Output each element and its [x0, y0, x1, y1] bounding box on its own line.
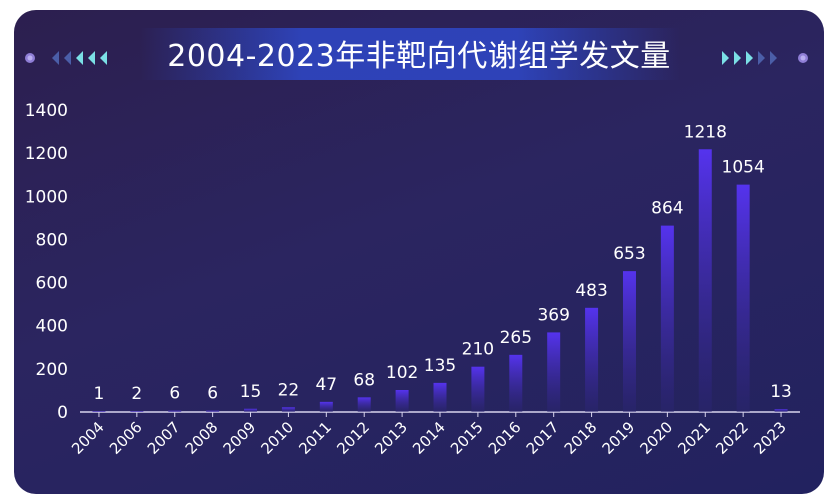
- x-tick-label-0: 2004: [68, 418, 108, 458]
- y-tick-label-3: 600: [36, 274, 68, 294]
- ornament-chevron-3: [88, 51, 95, 65]
- bar-2020: [660, 225, 674, 412]
- bar-2009: [244, 408, 258, 412]
- bar-2012: [357, 397, 371, 412]
- y-tick-label-5: 1000: [25, 187, 68, 207]
- bar-2014: [433, 382, 447, 412]
- x-tick-label-5: 2010: [258, 418, 298, 458]
- bar-2016: [509, 354, 523, 412]
- data-label-2019: 653: [613, 244, 645, 264]
- bar-2004: [92, 411, 106, 412]
- bar-2011: [319, 401, 333, 412]
- bar-2019: [622, 271, 636, 412]
- bar-2008: [206, 410, 220, 412]
- x-tick-label-8: 2013: [371, 418, 411, 458]
- data-label-2020: 864: [651, 199, 683, 219]
- ornament-chevron-3: [758, 51, 765, 65]
- bar-2021: [698, 149, 712, 412]
- data-label-2022: 1054: [722, 158, 765, 178]
- bar-2006: [130, 411, 144, 412]
- chart-card: [14, 10, 824, 494]
- y-tick-label-0: 0: [57, 403, 68, 423]
- data-label-2013: 102: [386, 363, 418, 383]
- data-label-2014: 135: [424, 356, 456, 376]
- x-tick-label-15: 2020: [636, 418, 676, 458]
- x-tick-label-16: 2021: [674, 418, 714, 458]
- data-label-2004: 1: [94, 384, 105, 404]
- data-label-2018: 483: [575, 281, 607, 301]
- ornament-chevron-4: [100, 51, 107, 65]
- data-label-2006: 2: [131, 384, 142, 404]
- x-tick-label-10: 2015: [447, 418, 487, 458]
- data-label-2023: 13: [770, 382, 792, 402]
- y-tick-label-6: 1200: [25, 144, 68, 164]
- bar-2015: [471, 366, 485, 412]
- x-tick-label-11: 2016: [485, 418, 525, 458]
- bar-2022: [736, 184, 750, 412]
- data-label-2009: 15: [240, 382, 262, 402]
- data-label-2010: 22: [278, 380, 300, 400]
- y-tick-label-4: 800: [36, 230, 68, 250]
- x-tick-label-14: 2019: [599, 418, 639, 458]
- bars: [92, 149, 788, 412]
- y-tick-label-2: 400: [36, 317, 68, 337]
- ornament-dot-center: [27, 55, 33, 61]
- bar-2010: [281, 407, 295, 412]
- ornament-dot-center: [800, 55, 806, 61]
- data-label-2021: 1218: [684, 122, 727, 142]
- ornament-chevron-0: [722, 51, 729, 65]
- data-label-2015: 210: [462, 340, 494, 360]
- x-tick-label-17: 2022: [712, 418, 752, 458]
- ornament-chevron-1: [64, 51, 71, 65]
- x-tick-label-9: 2014: [409, 418, 449, 458]
- data-label-2011: 47: [315, 375, 337, 395]
- data-label-2012: 68: [353, 370, 375, 390]
- y-axis: 0 200 400 600 800 1000 1200 1400: [25, 101, 68, 423]
- data-label-2016: 265: [500, 328, 532, 348]
- y-tick-label-7: 1400: [25, 101, 68, 121]
- ornament-chevron-1: [734, 51, 741, 65]
- x-tick-label-2: 2007: [144, 418, 184, 458]
- x-tick-label-12: 2017: [523, 418, 563, 458]
- x-tick-label-7: 2012: [333, 418, 373, 458]
- x-tick-label-6: 2011: [295, 418, 335, 458]
- x-tick-label-4: 2009: [220, 418, 260, 458]
- bar-2023: [774, 409, 788, 412]
- right-arrow-chevrons-icon: [722, 51, 808, 65]
- bar-2007: [168, 410, 182, 412]
- data-label-2008: 6: [207, 384, 218, 404]
- ornament-chevron-4: [770, 51, 777, 65]
- chart-title: 2004-2023年非靶向代谢组学发文量: [167, 39, 671, 74]
- ornament-chevron-2: [746, 51, 753, 65]
- x-tick-label-18: 2023: [750, 418, 790, 458]
- x-axis: 2004200620072008200920102011201220132014…: [68, 411, 800, 458]
- bar-2017: [547, 332, 561, 412]
- x-tick-label-3: 2008: [182, 418, 222, 458]
- ornament-chevron-2: [76, 51, 83, 65]
- bar-2018: [585, 307, 599, 412]
- left-arrow-chevrons-icon: [25, 51, 107, 65]
- bar-2013: [395, 389, 409, 412]
- data-label-2017: 369: [537, 305, 569, 325]
- y-tick-label-1: 200: [36, 360, 68, 380]
- x-tick-label-1: 2006: [106, 418, 146, 458]
- data-label-2007: 6: [169, 384, 180, 404]
- title-banner: [140, 28, 680, 80]
- ornament-chevron-0: [52, 51, 59, 65]
- x-tick-label-13: 2018: [561, 418, 601, 458]
